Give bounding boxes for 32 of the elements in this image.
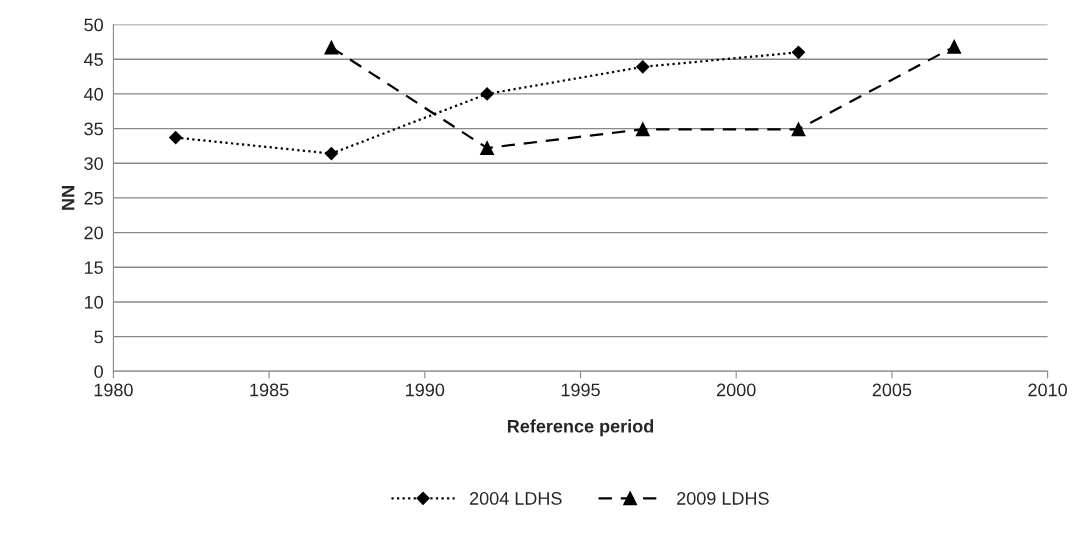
- y-axis-title: NN: [61, 186, 75, 210]
- point: [324, 146, 338, 161]
- y-tick-label: 40: [84, 87, 103, 101]
- point: [791, 122, 806, 137]
- point: [791, 45, 806, 59]
- point: [480, 87, 494, 101]
- y-tick-label: 5: [94, 330, 103, 344]
- y-tick-label: 45: [84, 53, 103, 66]
- x-tick-label: 1980: [94, 383, 133, 397]
- x-tick-label: 1990: [406, 383, 445, 397]
- point: [324, 40, 339, 55]
- x-tick-label: 2005: [872, 383, 912, 397]
- point: [635, 122, 650, 137]
- y-tick-label: 10: [84, 295, 103, 309]
- x-tick-label: 2000: [717, 383, 756, 397]
- point: [636, 60, 650, 74]
- y-tick-label: 30: [84, 157, 103, 170]
- legend-label: 2009 LDHS: [677, 492, 769, 505]
- y-tick-label: 15: [84, 261, 103, 274]
- y-tick-label: 0: [94, 365, 103, 378]
- x-tick-label: 1995: [561, 383, 600, 397]
- legend-label: 2004 LDHS: [470, 492, 562, 505]
- y-tick-label: 20: [84, 226, 103, 240]
- y-tick-label: 50: [84, 18, 103, 32]
- x-tick-label: 2010: [1028, 383, 1067, 397]
- y-tick-label: 25: [84, 191, 103, 205]
- point: [169, 131, 183, 145]
- x-tick-label: 1985: [250, 383, 289, 397]
- x-axis-title: Reference period: [507, 419, 654, 437]
- y-tick-label: 35: [84, 122, 103, 136]
- point: [480, 141, 495, 155]
- point: [947, 39, 962, 54]
